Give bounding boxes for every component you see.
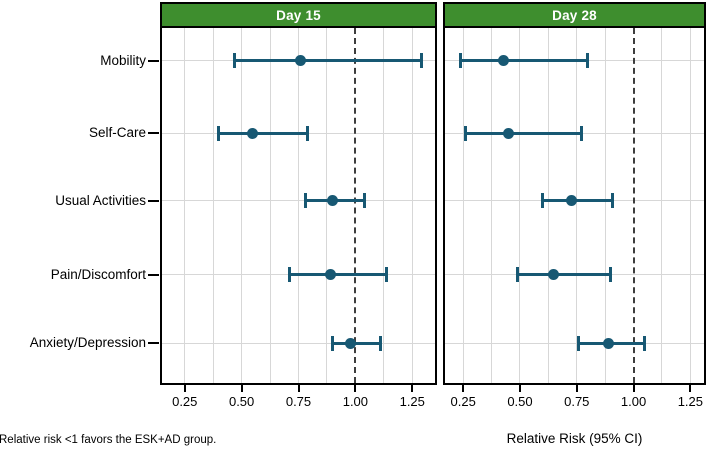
x-axis-tick — [354, 385, 357, 392]
footnote: Relative risk <1 favors the ESK+AD group… — [0, 434, 217, 446]
panel-header-day-28: Day 28 — [443, 2, 706, 28]
x-axis-tick — [240, 385, 243, 392]
vertical-gridline — [184, 28, 186, 383]
vertical-gridline — [689, 28, 691, 383]
x-axis-tick-label: 1.25 — [399, 394, 425, 409]
panel-plot-area — [443, 28, 706, 385]
point-estimate — [548, 269, 560, 281]
category-axis-tick — [148, 132, 159, 135]
vertical-gridline — [576, 28, 578, 383]
ci-cap — [611, 193, 615, 209]
category-label: Mobility — [100, 52, 146, 68]
ci-cap — [459, 53, 463, 69]
ci-cap — [643, 335, 647, 351]
ci-cap — [540, 193, 544, 209]
panel-plot-area — [160, 28, 437, 385]
category-axis-tick — [148, 342, 159, 345]
horizontal-gridline — [162, 200, 435, 202]
x-axis-tick-label: 1.00 — [342, 394, 369, 409]
panel-header-day-15: Day 15 — [160, 2, 437, 28]
x-axis-tick-label: 0.50 — [507, 394, 533, 409]
vertical-gridline — [326, 28, 328, 383]
x-axis-tick — [297, 385, 300, 392]
vertical-gridline — [519, 28, 521, 383]
point-estimate — [602, 337, 614, 349]
x-axis-tick — [518, 385, 521, 392]
reference-line — [354, 28, 357, 383]
vertical-gridline — [604, 28, 606, 383]
ci-line — [332, 341, 381, 345]
ci-cap — [233, 53, 237, 69]
ci-line — [460, 59, 588, 63]
ci-cap — [362, 193, 366, 209]
x-axis-tick — [575, 385, 578, 392]
ci-cap — [577, 335, 581, 351]
x-axis-tick-label: 1.00 — [620, 394, 647, 409]
x-axis-tick-label: 0.25 — [450, 394, 476, 409]
x-axis-tick-label: 0.25 — [172, 394, 198, 409]
vertical-gridline — [491, 28, 493, 383]
x-axis-tick — [462, 385, 465, 392]
ci-line — [218, 131, 308, 135]
vertical-gridline — [298, 28, 299, 383]
vertical-gridline — [411, 28, 413, 383]
ci-cap — [287, 267, 291, 283]
ci-cap — [419, 53, 423, 69]
point-estimate — [247, 127, 259, 139]
ci-cap — [378, 335, 382, 351]
vertical-gridline — [269, 28, 271, 383]
vertical-gridline — [661, 28, 663, 383]
ci-line — [517, 273, 611, 277]
point-estimate — [502, 127, 514, 139]
ci-cap — [305, 125, 309, 141]
ci-cap — [586, 53, 590, 69]
point-estimate — [324, 269, 336, 281]
ci-cap — [217, 125, 221, 141]
ci-line — [542, 199, 613, 203]
ci-line — [465, 131, 582, 135]
point-estimate — [566, 195, 578, 207]
ci-line — [234, 59, 422, 63]
vertical-gridline — [212, 28, 214, 383]
category-axis-tick — [148, 273, 159, 276]
category-label: Pain/Discomfort — [50, 266, 146, 282]
ci-cap — [463, 125, 467, 141]
x-axis-tick-label: 0.50 — [228, 394, 255, 409]
point-estimate — [498, 55, 510, 67]
x-axis-tick — [689, 385, 692, 392]
vertical-gridline — [462, 28, 464, 383]
category-axis-tick — [148, 199, 159, 202]
x-axis-tick-label: 0.75 — [564, 394, 590, 409]
point-estimate — [326, 195, 338, 207]
ci-cap — [385, 267, 389, 283]
ci-cap — [330, 335, 334, 351]
point-estimate — [345, 337, 357, 349]
ci-cap — [515, 267, 519, 283]
vertical-gridline — [547, 28, 549, 383]
ci-cap — [579, 125, 583, 141]
horizontal-gridline — [162, 342, 435, 344]
category-axis-tick — [148, 59, 159, 62]
x-axis-title: Relative Risk (95% CI) — [506, 431, 643, 446]
x-axis-tick — [632, 385, 635, 392]
category-label: Self-Care — [88, 125, 146, 141]
ci-line — [289, 273, 387, 277]
x-axis-tick — [183, 385, 186, 392]
vertical-gridline — [241, 28, 243, 383]
ci-cap — [609, 267, 613, 283]
category-label: Usual Activities — [55, 192, 146, 208]
x-axis-tick — [411, 385, 414, 392]
x-axis-tick-label: 0.75 — [285, 394, 312, 409]
ci-cap — [303, 193, 307, 209]
reference-line — [632, 28, 635, 383]
point-estimate — [295, 55, 306, 67]
category-label: Anxiety/Depression — [29, 335, 146, 351]
x-axis-tick-label: 1.25 — [677, 394, 704, 409]
horizontal-gridline — [445, 342, 704, 344]
vertical-gridline — [383, 28, 385, 383]
